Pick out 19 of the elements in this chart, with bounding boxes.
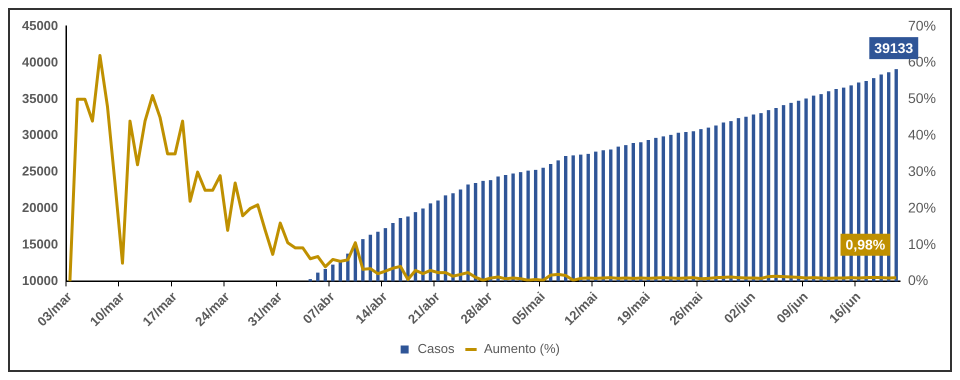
y2-tick-label: 30%	[908, 162, 936, 179]
y-tick-label: 40000	[22, 54, 58, 70]
y-tick-label: 20000	[22, 200, 58, 216]
data-label: 0,98%	[846, 236, 886, 253]
data-label: 39133	[874, 40, 914, 56]
y-tick-label: 25000	[22, 164, 58, 179]
y-tick-label: 10000	[22, 272, 58, 288]
y2-tick-label: 50%	[908, 90, 936, 106]
y-tick-label: 45000	[22, 18, 58, 33]
legend-label: Casos	[418, 341, 455, 356]
y2-tick-label: 0%	[908, 272, 928, 288]
y2-tick-label: 10%	[908, 236, 936, 252]
y2-tick-label: 40%	[908, 126, 936, 143]
y-tick-label: 15000	[22, 236, 58, 252]
y2-tick-label: 70%	[908, 17, 936, 34]
legend-label: Aumento (%)	[484, 341, 560, 356]
y-tick-label: 30000	[22, 127, 58, 142]
y-tick-label: 35000	[22, 90, 58, 106]
y2-tick-label: 20%	[908, 199, 936, 216]
